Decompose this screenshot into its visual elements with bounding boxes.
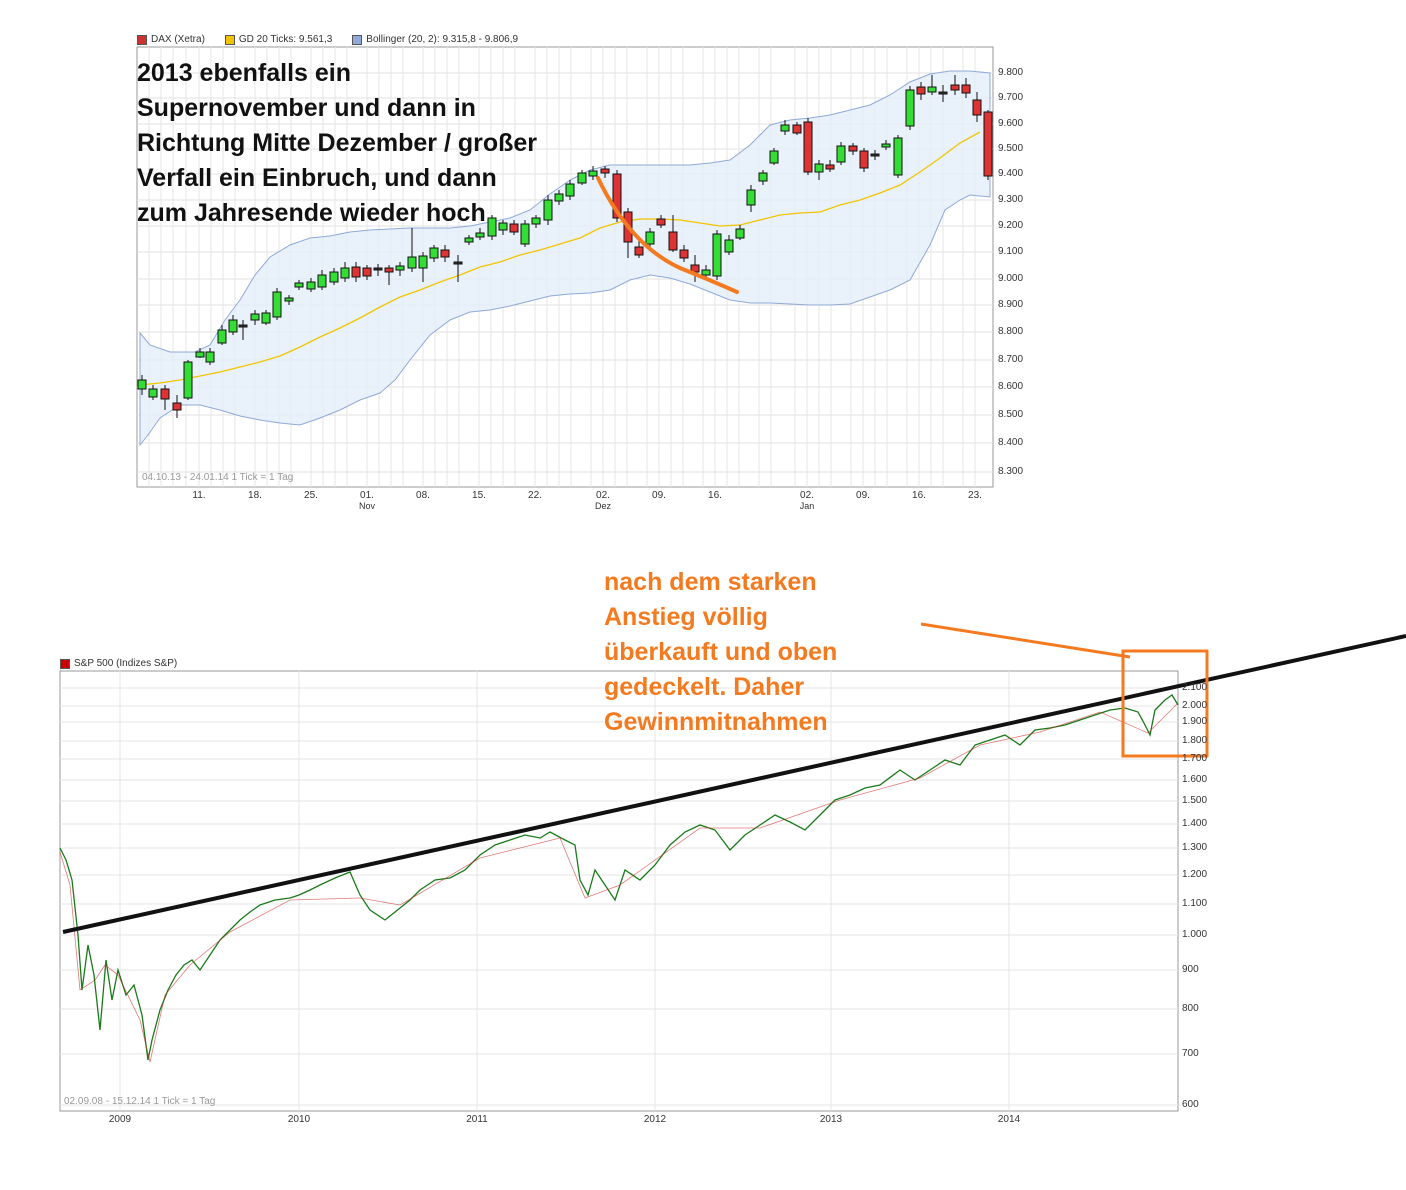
legend-label-dax: DAX (Xetra) <box>151 34 205 45</box>
sp500-date-range: 02.09.08 - 15.12.14 1 Tick = 1 Tag <box>64 1096 216 1107</box>
dax-date-range: 04.10.13 - 24.01.14 1 Tick = 1 Tag <box>142 472 294 483</box>
legend-swatch-bollinger <box>352 34 363 45</box>
dax-plot <box>136 46 994 488</box>
legend-swatch-sp500 <box>60 658 70 669</box>
dax-legend: DAX (Xetra) GD 20 Ticks: 9.561,3 Bolling… <box>137 34 518 45</box>
orange-pointer-line <box>920 622 1131 659</box>
bollinger-band <box>139 70 991 447</box>
sp500-legend: S&P 500 (Indizes S&P) <box>60 658 177 669</box>
legend-label-sp500: S&P 500 (Indizes S&P) <box>74 658 178 669</box>
orange-arc-annotation <box>596 176 739 294</box>
legend-swatch-gd20 <box>224 34 235 45</box>
legend-label-bollinger: Bollinger (20, 2): 9.315,8 - 9.806,9 <box>366 34 519 45</box>
legend-swatch-dax <box>137 34 147 45</box>
gd20-line <box>139 131 981 386</box>
legend-label-gd20: GD 20 Ticks: 9.561,3 <box>238 34 333 45</box>
sp500-price-line <box>59 694 1179 1061</box>
